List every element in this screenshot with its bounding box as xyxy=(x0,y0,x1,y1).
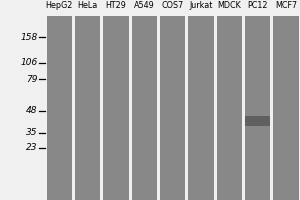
Bar xyxy=(46,16,72,200)
Text: MDCK: MDCK xyxy=(217,1,241,10)
Bar xyxy=(75,16,100,200)
Bar xyxy=(273,16,298,200)
Text: PC12: PC12 xyxy=(247,1,268,10)
Text: Jurkat: Jurkat xyxy=(189,1,212,10)
Text: 158: 158 xyxy=(20,33,38,42)
Text: 79: 79 xyxy=(26,75,38,84)
Bar xyxy=(103,16,128,200)
Bar xyxy=(188,16,214,200)
Text: HeLa: HeLa xyxy=(77,1,98,10)
Text: 23: 23 xyxy=(26,143,38,152)
Text: COS7: COS7 xyxy=(161,1,184,10)
Bar xyxy=(245,116,270,126)
Text: 106: 106 xyxy=(20,58,38,67)
Text: 48: 48 xyxy=(26,106,38,115)
Bar xyxy=(217,16,242,200)
Text: MCF7: MCF7 xyxy=(275,1,297,10)
Text: A549: A549 xyxy=(134,1,154,10)
Bar xyxy=(131,16,157,200)
Text: HT29: HT29 xyxy=(105,1,126,10)
Bar xyxy=(160,16,185,200)
Text: HepG2: HepG2 xyxy=(46,1,73,10)
Bar xyxy=(245,16,270,200)
Text: 35: 35 xyxy=(26,128,38,137)
